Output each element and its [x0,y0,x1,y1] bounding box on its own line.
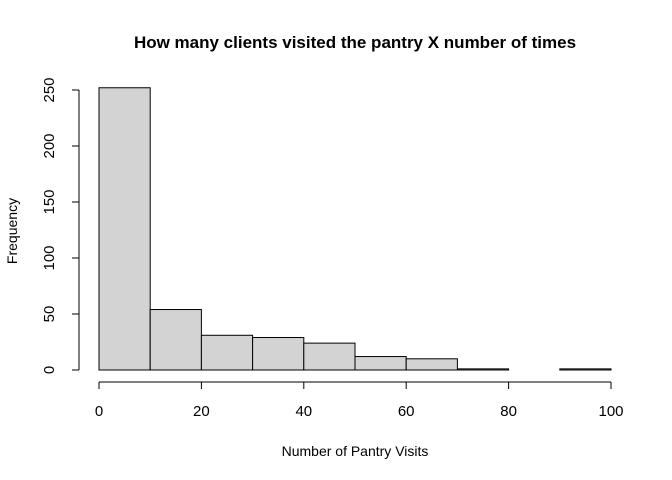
x-axis-label: Number of Pantry Visits [282,443,429,459]
y-tick-label: 0 [41,366,58,374]
histogram-bar-30-40 [252,337,305,371]
histogram-bar-20-30 [200,334,254,371]
histogram-bar-70-80 [456,368,510,371]
histogram-bar-0-10 [98,87,151,371]
x-tick-label: 80 [500,403,517,420]
y-tick-label: 150 [41,189,58,214]
x-tick-label: 20 [193,403,210,420]
y-tick-label: 200 [41,133,58,158]
x-tick-label: 0 [95,403,103,420]
histogram-bar-10-20 [149,309,202,371]
y-tick-label: 100 [41,245,58,270]
chart-title: How many clients visited the pantry X nu… [134,33,576,52]
histogram-bar-90-100 [559,368,612,371]
x-axis: 0 20 40 60 80 100 [95,381,624,420]
x-tick-label: 60 [398,403,415,420]
x-tick-label: 40 [295,403,312,420]
histogram-bar-40-50 [303,342,356,371]
y-tick-label: 50 [41,306,58,323]
x-tick-label: 100 [598,403,623,420]
y-tick-label: 250 [41,77,58,102]
y-axis: 0 50 100 150 200 250 [41,77,80,374]
y-axis-label: Frequency [4,198,20,264]
histogram-bar-60-70 [405,358,458,371]
histogram-bar-50-60 [354,356,407,371]
bars-group [98,87,612,371]
